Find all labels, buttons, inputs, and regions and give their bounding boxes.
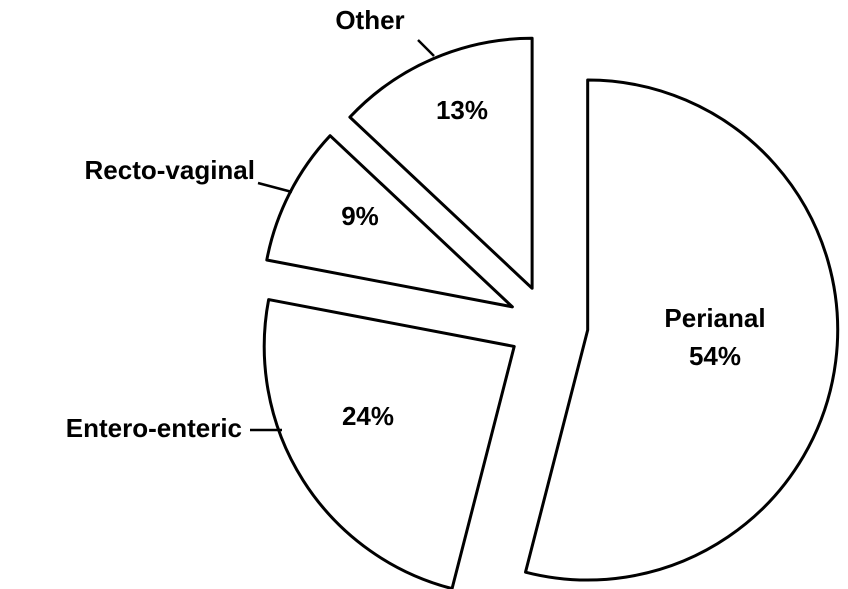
category-label: Entero-enteric	[66, 413, 242, 443]
value-label: 13%	[436, 95, 488, 125]
value-label: 54%	[689, 341, 741, 371]
pie-slice	[348, 36, 534, 290]
category-label: Perianal	[664, 303, 765, 333]
value-label: 9%	[341, 201, 379, 231]
leader-line	[257, 181, 293, 194]
pie-slice	[524, 78, 840, 582]
pie-slice	[265, 134, 514, 309]
pie-slice	[262, 298, 516, 589]
category-label: Other	[335, 5, 404, 35]
category-label: Recto-vaginal	[85, 155, 256, 185]
leader-line	[417, 39, 435, 57]
value-label: 24%	[342, 401, 394, 431]
